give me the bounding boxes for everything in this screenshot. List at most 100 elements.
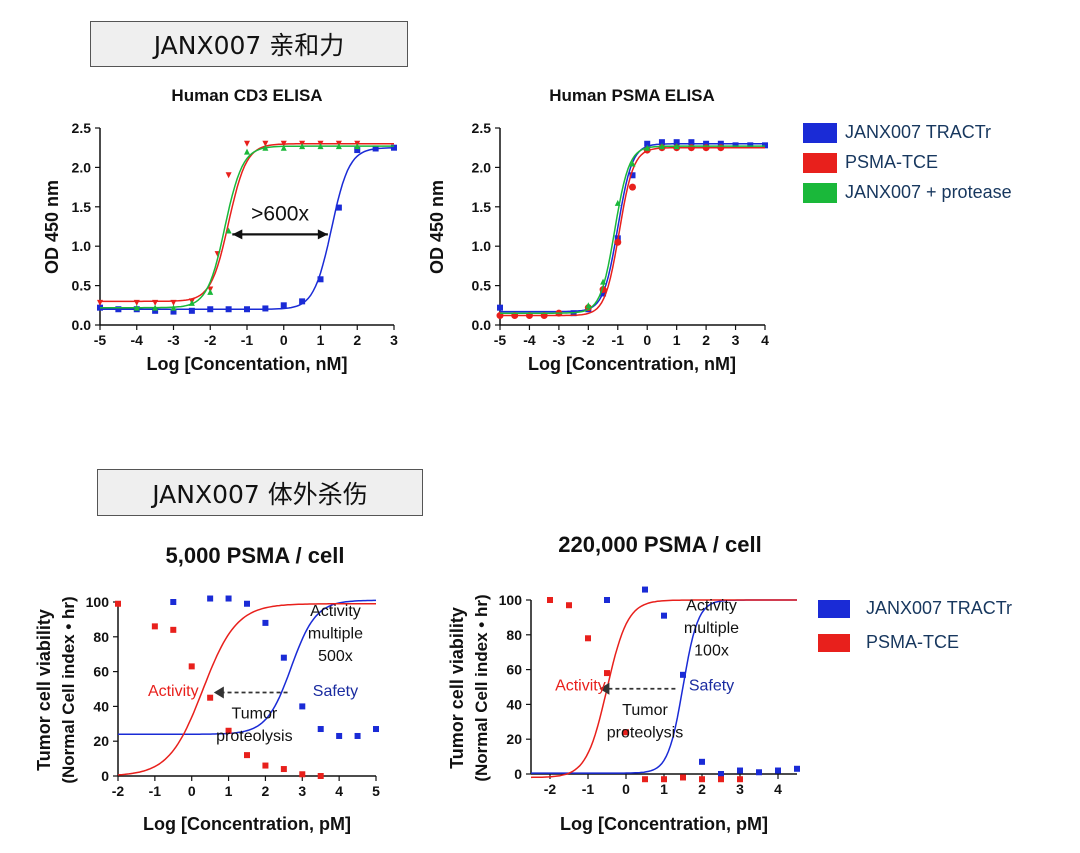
x-tick-label: 3 [298,783,306,799]
data-point [718,776,724,783]
data-point [658,143,665,150]
y-tick-label: 2.5 [472,120,492,136]
data-point [152,299,159,306]
data-point [207,306,214,313]
x-tick-label: 2 [698,781,706,797]
x-tick-label: -1 [612,332,625,348]
data-point [717,140,724,147]
data-point [97,299,103,306]
fit-line-2 [100,145,394,309]
data-point [317,143,324,150]
y-tick-label: 20 [506,731,522,747]
y-axis-label: OD 450 nm [42,180,62,274]
x-tick-label: 1 [673,332,681,348]
annotation-text: proteolysis [607,724,683,741]
data-point [680,671,686,678]
y-tick-label: 0 [514,766,522,782]
x-tick-label: -5 [494,332,507,348]
x-axis-label: Log [Concentration, pM] [560,814,768,834]
data-point [661,612,667,619]
x-tick-label: 1 [317,332,325,348]
data-point [354,732,361,739]
annotation-text: Tumor [232,706,278,723]
data-point [280,144,287,151]
annotation-text: Activity [686,597,737,614]
x-tick-label: 0 [188,783,196,799]
annotation-text: 500x [318,648,353,665]
x-tick-label: -1 [582,781,595,797]
data-point [115,306,122,313]
data-point [262,305,269,312]
data-point [335,143,342,150]
data-point [703,140,710,147]
data-point [262,144,269,151]
fit-line-2 [500,145,765,314]
data-point [115,600,121,607]
legend-item-protease: JANX007 + protease [803,182,1012,203]
x-tick-label: 0 [643,332,651,348]
dashed-arrow-head [213,686,224,699]
data-point [299,143,306,150]
data-point [152,307,159,314]
x-tick-label: -2 [204,332,217,348]
y-tick-label: 0.5 [72,278,92,294]
data-point [335,204,342,211]
x-tick-label: 1 [660,781,668,797]
data-point [747,142,754,149]
data-point [372,145,379,152]
fold-annotation: >600x [251,202,309,225]
y-tick-label: 2.5 [72,120,92,136]
data-point [225,306,232,313]
data-point [262,762,269,769]
data-point [244,600,250,607]
data-point [188,299,195,306]
y-tick-label: 0.0 [472,317,492,333]
data-point [244,306,250,313]
data-point [262,140,269,147]
chart-0: -5 -4 -3 -2 -1 0 1 2 3 0.0 0.5 1.0 1.5 2.0 2.5 Log [Con… [42,120,398,374]
legend-swatch-psma-tce-2 [818,633,850,652]
data-point [673,139,680,146]
data-point [152,304,159,311]
y-tick-label: 0 [101,768,109,784]
data-point [629,160,636,167]
data-point [170,308,177,315]
x-tick-label: -2 [112,783,125,799]
y-tick-label: 100 [499,592,523,608]
data-point [225,227,232,234]
data-point [614,238,622,246]
x-tick-label: 2 [262,783,270,799]
data-point [280,302,287,309]
y-tick-label: 2.0 [472,159,492,175]
data-point [188,663,195,670]
x-tick-label: -1 [241,332,254,348]
annotation-text: Activity [148,683,199,700]
section-title-affinity-text: JANX007 亲和力 [153,31,345,60]
data-point [604,670,610,677]
data-point [207,595,214,602]
data-point [644,144,651,151]
y-axis-label: OD 450 nm [427,180,447,274]
data-point [644,140,651,147]
x-tick-label: 3 [732,332,740,348]
data-point [547,597,553,603]
data-point [737,776,743,783]
data-point [299,771,306,778]
data-point [794,765,800,772]
data-point [673,143,680,150]
y-tick-label: 80 [506,627,522,643]
x-tick-label: -3 [553,332,566,348]
annotation-text: Activity [555,677,606,694]
legend-swatch-tractr [803,122,837,143]
data-point [614,199,621,206]
y-tick-label: 1.0 [72,238,92,254]
chart-title-220000: 220,000 PSMA / cell [558,532,762,557]
data-point [717,144,725,152]
data-point [354,147,361,154]
legend-top: JANX007 TRACTr PSMA-TCE JANX007 + protea… [803,122,1063,212]
data-point [299,298,306,305]
y-axis-label-2: (Normal Cell index • hr) [59,596,78,783]
x-tick-label: -2 [582,332,595,348]
y-tick-label: 80 [93,629,109,645]
